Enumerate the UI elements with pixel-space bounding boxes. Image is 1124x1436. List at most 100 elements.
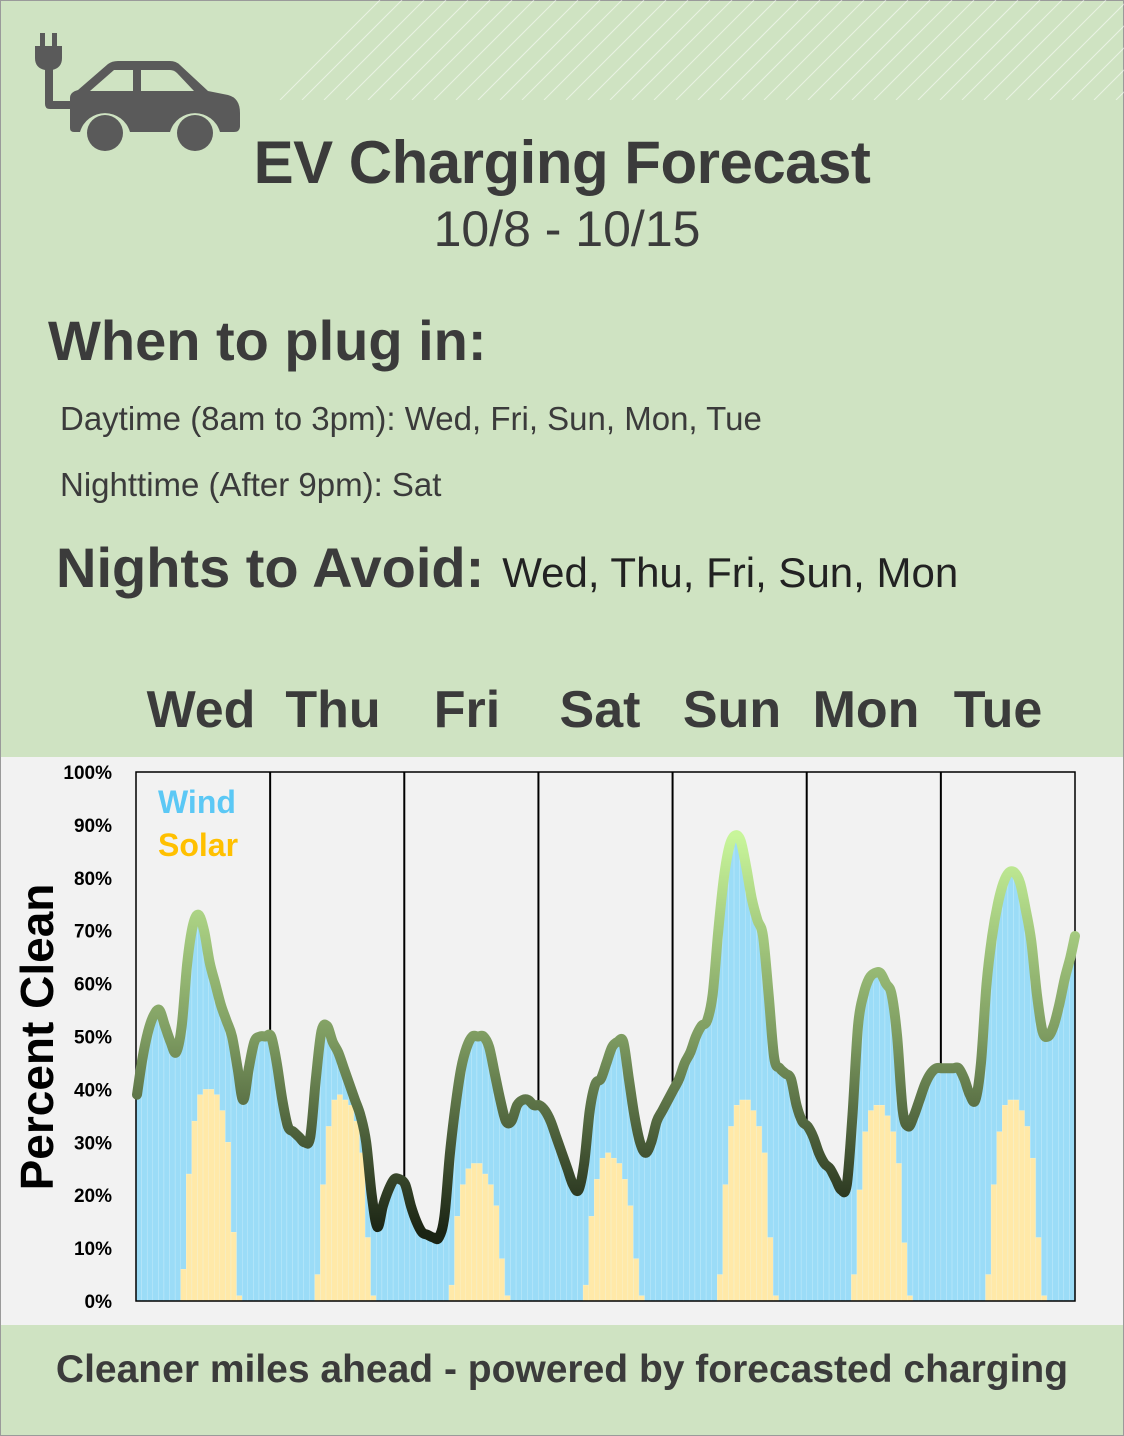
solar-bar [320, 1184, 327, 1302]
stripe-line [433, 0, 535, 100]
wind-bar [772, 1057, 779, 1302]
wind-bar [912, 1115, 919, 1302]
solar-bar [728, 1126, 735, 1302]
solar-bar [454, 1216, 461, 1302]
wind-bar [309, 1136, 316, 1302]
solar-bar [633, 1258, 640, 1302]
day-label-thu: Thu [285, 681, 381, 739]
stripe-line [609, 0, 711, 100]
wind-bar [241, 1099, 248, 1302]
stripe-line [807, 0, 909, 100]
title-text: EV Charging Forecast [253, 129, 871, 196]
stripe-line [697, 0, 799, 100]
wind-bar [694, 1036, 701, 1302]
wind-bar [577, 1189, 584, 1302]
day-label-wed: Wed [146, 681, 256, 739]
wind-bar [845, 1184, 852, 1302]
wind-bar [968, 1094, 975, 1302]
solar-bar [588, 1216, 595, 1302]
wind-bar [392, 1179, 399, 1302]
solar-bar [599, 1157, 606, 1302]
wind-bar [923, 1083, 930, 1302]
solar-bar [907, 1295, 914, 1302]
solar-bar [733, 1105, 740, 1302]
stripe-line [1005, 0, 1107, 100]
wind-bar [152, 1015, 159, 1302]
wind-bar [655, 1120, 662, 1302]
stripe-line [301, 0, 403, 100]
solar-bar [622, 1179, 629, 1302]
y-tick-label: 10% [74, 1239, 112, 1260]
wind-bar [258, 1036, 265, 1302]
solar-bar [465, 1168, 472, 1302]
wind-bar [795, 1105, 802, 1302]
nights-to-avoid: Nights to Avoid: Wed, Thu, Fri, Sun, Mon [56, 535, 958, 600]
avoid-heading: Nights to Avoid: [56, 536, 485, 599]
wind-bar [806, 1126, 813, 1302]
y-axis-label: Percent Clean [11, 883, 63, 1191]
wind-bar [1063, 978, 1070, 1302]
solar-bar [772, 1295, 779, 1302]
wind-bar [146, 1031, 153, 1302]
wind-bar [538, 1105, 545, 1302]
solar-bar [884, 1115, 891, 1302]
solar-bar [605, 1152, 612, 1302]
wind-bar [437, 1237, 444, 1302]
solar-bar [1002, 1105, 1009, 1302]
solar-bar [364, 1237, 371, 1302]
wind-bar [940, 1068, 947, 1302]
page-title: EV Charging Forecast [0, 128, 1124, 197]
wind-bar [515, 1105, 522, 1302]
wind-bar [180, 1025, 187, 1302]
wind-bar [638, 1142, 645, 1302]
solar-bar [471, 1163, 478, 1302]
wind-bar [823, 1163, 830, 1302]
stripe-line [675, 0, 777, 100]
solar-bar [337, 1094, 344, 1302]
wind-bar [650, 1142, 657, 1302]
stripe-line [279, 0, 381, 100]
avoid-days: Wed, Thu, Fri, Sun, Mon [502, 549, 959, 596]
legend-wind: Wind [158, 784, 236, 820]
wind-bar [169, 1041, 176, 1302]
wind-bar [918, 1099, 925, 1302]
wind-bar [946, 1068, 953, 1302]
total-clean-line [132, 830, 1080, 1245]
date-range: 10/8 - 10/15 [433, 201, 701, 257]
wind-bar [951, 1068, 958, 1302]
wind-bar [532, 1105, 539, 1302]
legend-solar: Solar [158, 827, 238, 863]
solar-bar [582, 1284, 589, 1302]
plug-in-heading: When to plug in: [48, 309, 487, 372]
solar-bar [867, 1110, 874, 1302]
solar-bar [745, 1099, 752, 1302]
wind-bar [247, 1068, 254, 1302]
stripe-line [851, 0, 953, 100]
solar-bar [627, 1205, 634, 1302]
solar-bar [359, 1152, 366, 1302]
solar-bar [180, 1269, 187, 1302]
stripe-line [411, 0, 513, 100]
stripe-line [631, 0, 733, 100]
wind-bar [543, 1110, 550, 1302]
stripe-line [1049, 25, 1124, 100]
stripe-line [1027, 3, 1124, 100]
wind-bar [426, 1234, 433, 1302]
solar-bar [862, 1131, 869, 1302]
wind-bar [141, 1057, 148, 1302]
solar-bar [901, 1242, 908, 1302]
solar-bar [370, 1295, 377, 1302]
wind-bar [907, 1126, 914, 1302]
solar-bar [895, 1163, 902, 1302]
wind-bar [504, 1120, 511, 1302]
stripe-line [895, 0, 997, 100]
wind-bar [800, 1120, 807, 1302]
wind-bar [1069, 956, 1076, 1302]
day-label-mon: Mon [812, 681, 920, 739]
wind-bar [677, 1078, 684, 1302]
stripe-line [1093, 69, 1124, 100]
solar-bar [890, 1131, 897, 1302]
solar-bar [1035, 1237, 1042, 1302]
stripe-line [785, 0, 887, 100]
wind-bar [571, 1184, 578, 1302]
